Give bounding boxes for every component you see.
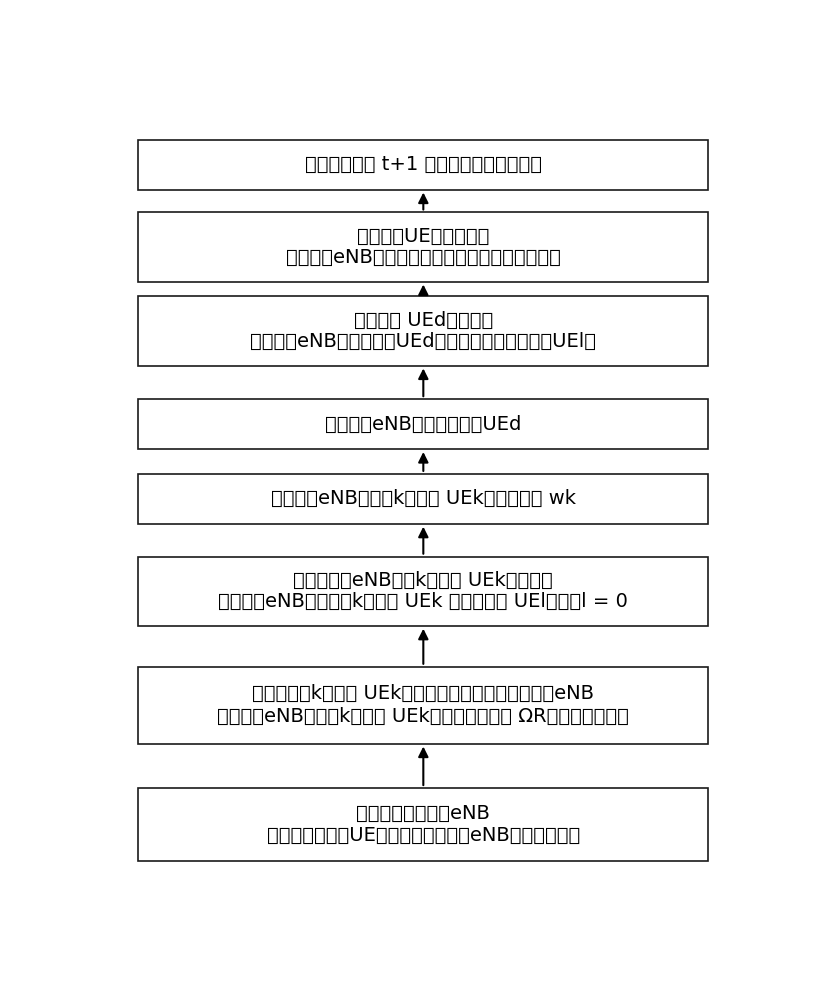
Bar: [139, 474, 708, 524]
Bar: [139, 667, 708, 744]
Text: 在下一个时隙 t+1 内，重复执行以上步骤: 在下一个时隙 t+1 内，重复执行以上步骤: [305, 155, 542, 174]
Text: 全部用户UE的平均速率: 全部用户UE的平均速率: [357, 227, 490, 246]
Text: 演进节点eNB与目的用户UEd直接通信或者通过中继UEl向: 演进节点eNB与目的用户UEd直接通信或者通过中继UEl向: [250, 332, 596, 351]
Bar: [139, 140, 708, 190]
Text: 演进节点eNB确定第k个用户 UEk的候选中继集合 ΩR，同时候选中继: 演进节点eNB确定第k个用户 UEk的候选中继集合 ΩR，同时候选中继: [217, 707, 629, 726]
Bar: [139, 212, 708, 282]
Text: 演进节点eNB计算第k个用户 UEk的调度权重 wk: 演进节点eNB计算第k个用户 UEk的调度权重 wk: [271, 489, 576, 508]
Bar: [139, 788, 708, 861]
Bar: [139, 399, 708, 449]
Text: 演进节点eNB确定与第k个用户 UEk 匹配的中继 UEl，如果l = 0: 演进节点eNB确定与第k个用户 UEk 匹配的中继 UEl，如果l = 0: [218, 592, 629, 611]
Text: 则演进节点eNB与第k个用户 UEk直接通信: 则演进节点eNB与第k个用户 UEk直接通信: [293, 571, 553, 590]
Bar: [139, 557, 708, 626]
Text: 数并反馈演进节点eNB: 数并反馈演进节点eNB: [356, 804, 491, 823]
Text: 估计其与第k个用户 UEk的信道系数，反馈给演进节点eNB: 估计其与第k个用户 UEk的信道系数，反馈给演进节点eNB: [252, 684, 595, 703]
Text: 小区内所有用户UE估计其与演进节点eNB之间的信道系: 小区内所有用户UE估计其与演进节点eNB之间的信道系: [267, 826, 580, 845]
Text: 演进节点eNB确定目的用户UEd: 演进节点eNB确定目的用户UEd: [325, 415, 521, 434]
Text: 演进节点eNB根据改进的比例公平算法更新小区中: 演进节点eNB根据改进的比例公平算法更新小区中: [286, 248, 561, 267]
Text: 目的用户 UEd传输数据: 目的用户 UEd传输数据: [354, 311, 493, 330]
Bar: [139, 296, 708, 366]
